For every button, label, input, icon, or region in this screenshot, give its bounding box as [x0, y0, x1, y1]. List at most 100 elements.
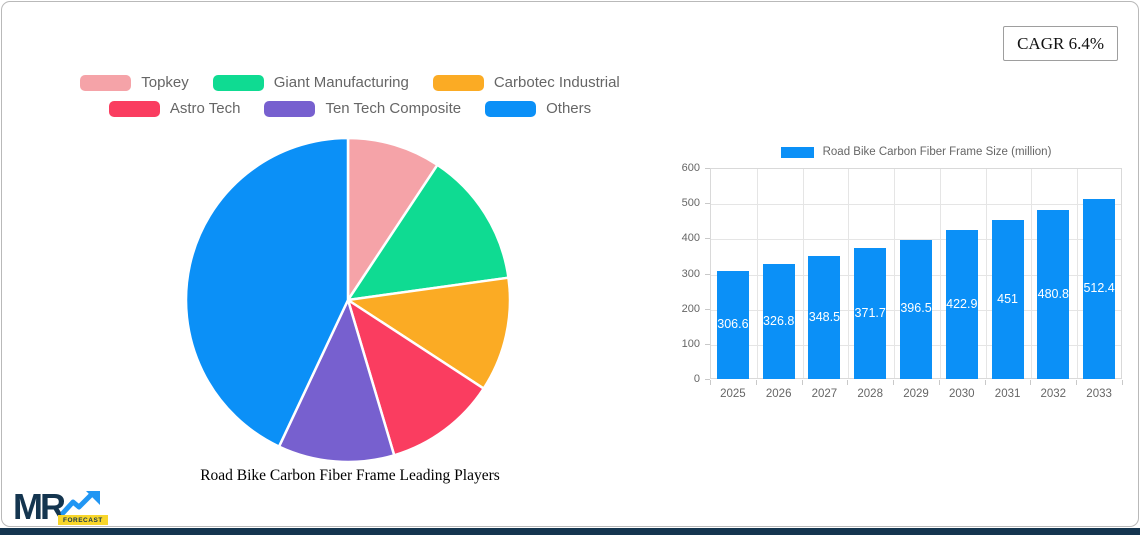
trend-arrow-icon — [60, 491, 100, 516]
x-tick-mark-7 — [1030, 380, 1032, 385]
y-axis-label-100: 100 — [681, 337, 700, 350]
x-axis-label-2031: 2031 — [994, 388, 1021, 400]
legend-item-astro-tech[interactable]: Astro Tech — [108, 100, 241, 117]
bar-value-label-2028: 371.7 — [854, 305, 886, 320]
bar-2030[interactable] — [945, 230, 978, 379]
pie-slice-astro-tech[interactable] — [346, 298, 485, 457]
x-axis-label-2028: 2028 — [857, 388, 883, 400]
bar-value-label-2031: 451 — [997, 291, 1019, 306]
x-tick-mark-6 — [984, 380, 986, 385]
bar-legend-label: Road Bike Carbon Fiber Frame Size (milli… — [822, 146, 1052, 158]
x-tick-mark-0 — [710, 380, 711, 385]
bar-value-label-2026: 326.8 — [763, 313, 795, 328]
gridline-v-7 — [1031, 169, 1033, 378]
x-tick-mark-5 — [938, 380, 940, 385]
bottom-brand-strip — [0, 528, 1140, 535]
pie-chart-title: Road Bike Carbon Fiber Frame Leading Pla… — [200, 467, 500, 484]
x-axis-label-2033: 2033 — [1086, 388, 1112, 400]
gridline-v-4 — [894, 169, 896, 378]
bar-legend[interactable]: Road Bike Carbon Fiber Frame Size (milli… — [710, 146, 1122, 158]
cagr-badge: CAGR 6.4% — [1003, 26, 1118, 61]
pie-slice-carbotec-industrial[interactable] — [346, 276, 512, 390]
legend-item-giant-manufacturing[interactable]: Giant Manufacturing — [212, 74, 409, 91]
x-tick-mark-8 — [1076, 380, 1078, 385]
legend-swatch-others — [485, 100, 537, 117]
y-tick-mark-100 — [705, 343, 710, 345]
bar-2027[interactable] — [808, 256, 841, 379]
legend-swatch-carbotec-industrial — [432, 74, 484, 91]
bar-2026[interactable] — [762, 264, 795, 379]
bar-legend-swatch — [780, 146, 814, 158]
mr-forecast-logo[interactable]: MR FORECAST — [13, 487, 108, 529]
bar-2028[interactable] — [854, 248, 887, 379]
cagr-label: CAGR 6.4% — [1017, 33, 1104, 53]
gridline-v-1 — [756, 169, 758, 378]
bar-value-label-2032: 480.8 — [1037, 286, 1069, 301]
x-axis-label-2032: 2032 — [1040, 388, 1067, 400]
legend-label-carbotec-industrial: Carbotec Industrial — [493, 74, 620, 91]
y-tick-mark-0 — [705, 379, 710, 380]
bar-2031[interactable] — [991, 220, 1024, 379]
pie-legend-row-1: Topkey Giant Manufacturing Carbotec Indust… — [20, 74, 680, 91]
pie-legend-row-2: Astro Tech Ten Tech Composite Others — [20, 100, 680, 117]
pie-slice-giant-manufacturing[interactable] — [346, 163, 510, 302]
legend-item-others[interactable]: Others — [485, 100, 591, 117]
bar-2032[interactable] — [1037, 209, 1070, 379]
bar-value-label-2025: 306.6 — [717, 317, 749, 332]
x-axis-label-2025: 2025 — [720, 388, 746, 400]
bar-chart: Road Bike Carbon Fiber Frame Size (milli… — [682, 144, 1140, 414]
x-axis-label-2029: 2029 — [903, 388, 929, 400]
x-tick-mark-1 — [755, 380, 757, 385]
legend-item-carbotec-industrial[interactable]: Carbotec Industrial — [432, 74, 620, 91]
x-axis-label-2030: 2030 — [949, 388, 975, 400]
gridline-v-6 — [985, 169, 987, 378]
bar-2025[interactable] — [716, 271, 749, 379]
y-tick-mark-400 — [705, 238, 710, 240]
x-axis-label-2027: 2027 — [811, 388, 838, 400]
gridline-v-8 — [1077, 169, 1079, 378]
gridline-v-2 — [802, 169, 804, 378]
y-tick-mark-600 — [705, 168, 710, 169]
logo-text: MR — [13, 486, 66, 527]
pie-slice-topkey[interactable] — [346, 136, 439, 302]
y-tick-mark-200 — [705, 308, 710, 310]
x-tick-mark-4 — [893, 380, 895, 385]
bar-value-label-2030: 422.9 — [946, 296, 978, 311]
legend-label-astro-tech: Astro Tech — [169, 100, 241, 117]
y-axis-label-500: 500 — [681, 197, 700, 210]
bar-2029[interactable] — [900, 239, 932, 379]
legend-swatch-giant-manufacturing — [212, 74, 264, 91]
gridline-v-5 — [939, 169, 941, 378]
legend-swatch-topkey — [80, 74, 132, 91]
legend-item-ten-tech-composite[interactable]: Ten Tech Composite — [264, 100, 461, 117]
bar-value-label-2033: 512.4 — [1083, 280, 1115, 295]
bar-value-label-2029: 396.5 — [900, 301, 932, 316]
y-axis-label-400: 400 — [681, 232, 700, 245]
pie-chart — [184, 136, 512, 464]
legend-label-topkey: Topkey — [141, 74, 189, 91]
x-tick-mark-9 — [1122, 380, 1123, 385]
y-axis-label-200: 200 — [681, 302, 700, 315]
legend-item-topkey[interactable]: Topkey — [80, 74, 189, 91]
gridline-h-500 — [711, 204, 1121, 206]
y-axis-label-300: 300 — [681, 267, 700, 280]
legend-label-others: Others — [546, 100, 592, 117]
pie-legend: Topkey Giant Manufacturing Carbotec Indust… — [20, 74, 680, 126]
legend-label-giant-manufacturing: Giant Manufacturing — [273, 74, 409, 91]
bar-2033[interactable] — [1083, 198, 1116, 379]
y-axis-label-0: 0 — [693, 373, 700, 385]
bar-value-label-2027: 348.5 — [808, 309, 841, 324]
legend-swatch-ten-tech-composite — [264, 100, 316, 117]
x-tick-mark-2 — [801, 380, 803, 385]
y-tick-mark-300 — [705, 273, 710, 275]
x-axis-label-2026: 2026 — [765, 388, 792, 400]
y-tick-mark-500 — [705, 203, 710, 205]
gridline-v-3 — [848, 169, 850, 378]
x-tick-mark-3 — [847, 380, 849, 385]
pie-slice-ten-tech-composite[interactable] — [277, 298, 396, 464]
pie-slice-others[interactable] — [184, 136, 350, 448]
logo-sub-text: FORECAST — [58, 515, 108, 525]
legend-label-ten-tech-composite: Ten Tech Composite — [325, 100, 462, 117]
legend-swatch-astro-tech — [108, 100, 160, 117]
